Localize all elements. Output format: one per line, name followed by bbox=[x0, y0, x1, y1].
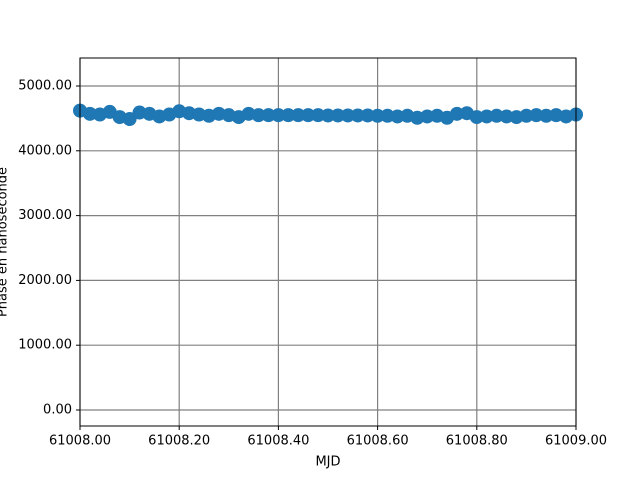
data-point bbox=[360, 108, 375, 123]
data-point bbox=[390, 109, 405, 124]
data-point bbox=[489, 108, 504, 123]
x-tick-label: 61008.00 bbox=[49, 434, 111, 449]
y-tick-label: 1000.00 bbox=[18, 338, 72, 353]
data-point bbox=[350, 108, 365, 123]
data-point bbox=[271, 108, 286, 123]
data-point bbox=[251, 108, 266, 123]
data-point bbox=[82, 106, 97, 121]
y-tick-label: 5000.00 bbox=[18, 78, 72, 93]
data-point bbox=[321, 108, 335, 123]
y-tick-label: 2000.00 bbox=[18, 273, 72, 288]
x-axis-label: MJD bbox=[315, 455, 340, 470]
data-point bbox=[420, 109, 435, 124]
y-axis-label: Phase en nanoseconde bbox=[0, 167, 11, 317]
data-point bbox=[539, 108, 554, 123]
data-point bbox=[281, 108, 296, 123]
data-point bbox=[449, 106, 464, 121]
x-tick-label: 61008.40 bbox=[247, 434, 309, 449]
y-tick-label: 4000.00 bbox=[18, 143, 72, 158]
data-point bbox=[380, 108, 395, 123]
x-tick-label: 61008.60 bbox=[347, 434, 409, 449]
data-point bbox=[340, 108, 355, 123]
data-point bbox=[519, 108, 534, 123]
x-tick-label: 61009.00 bbox=[545, 434, 607, 449]
data-point bbox=[261, 108, 276, 123]
data-point bbox=[370, 108, 385, 123]
data-point bbox=[301, 108, 316, 123]
x-tick-label: 61008.20 bbox=[148, 434, 210, 449]
x-tick-label: 61008.80 bbox=[446, 434, 508, 449]
data-point bbox=[122, 112, 137, 127]
data-point bbox=[311, 108, 326, 123]
data-point bbox=[499, 109, 514, 124]
y-tick-label: 0.00 bbox=[43, 402, 72, 417]
y-tick-label: 3000.00 bbox=[18, 208, 72, 223]
data-point bbox=[330, 108, 345, 123]
data-point bbox=[291, 108, 306, 123]
data-point bbox=[529, 108, 544, 123]
axes-frame bbox=[79, 57, 577, 427]
data-point bbox=[479, 109, 494, 124]
data-point bbox=[469, 110, 484, 125]
